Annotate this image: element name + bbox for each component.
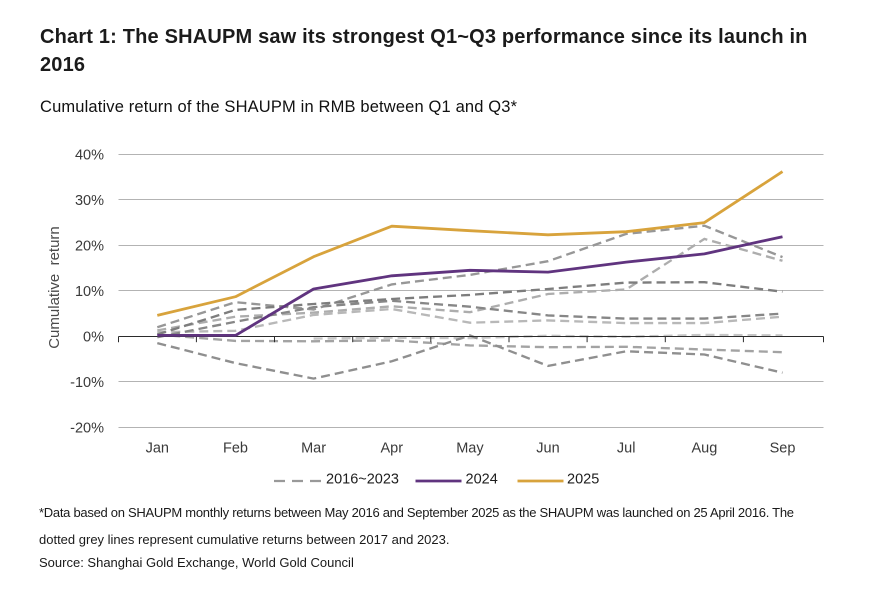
svg-text:Jul: Jul: [617, 441, 636, 457]
svg-text:Apr: Apr: [381, 441, 404, 457]
svg-text:May: May: [456, 441, 484, 457]
svg-text:-10%: -10%: [70, 375, 104, 391]
svg-text:30%: 30%: [75, 193, 104, 209]
svg-text:Cumulative return: Cumulative return: [46, 226, 63, 349]
svg-text:20%: 20%: [75, 238, 104, 254]
svg-text:Jan: Jan: [146, 441, 169, 457]
svg-text:Aug: Aug: [691, 441, 717, 457]
svg-text:0%: 0%: [83, 329, 104, 345]
svg-text:Feb: Feb: [223, 441, 248, 457]
svg-text:40%: 40%: [75, 147, 104, 163]
svg-text:Jun: Jun: [536, 441, 559, 457]
svg-text:-20%: -20%: [70, 420, 104, 436]
svg-text:Mar: Mar: [301, 441, 326, 457]
svg-text:10%: 10%: [75, 284, 104, 300]
svg-text:2025: 2025: [567, 472, 599, 488]
svg-text:2016~2023: 2016~2023: [326, 472, 399, 488]
svg-text:2024: 2024: [466, 472, 498, 488]
svg-text:Sep: Sep: [770, 441, 796, 457]
